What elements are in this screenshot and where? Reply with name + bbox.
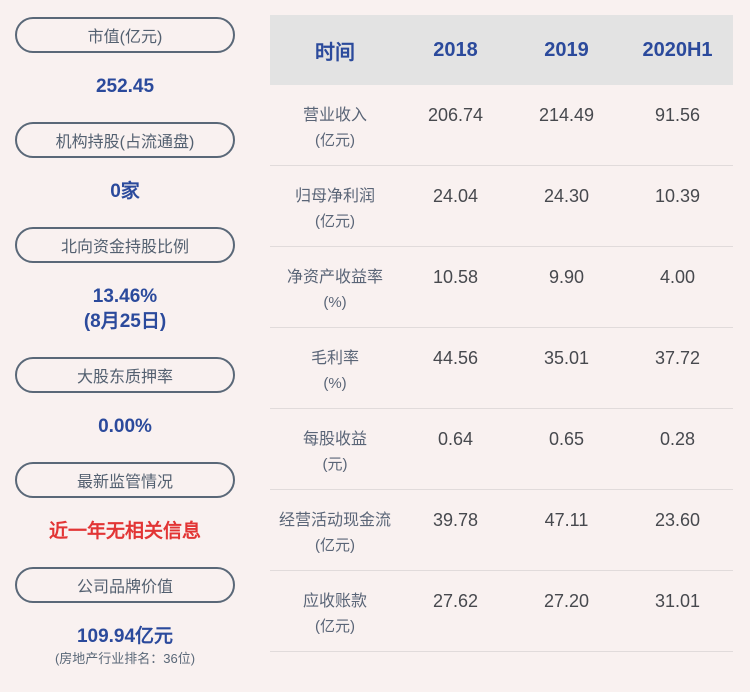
- stat-label: 市值(亿元): [87, 29, 163, 46]
- cell-value: 23.60: [654, 510, 701, 530]
- stat-pill-regulatory-status: 最新监管情况: [15, 462, 235, 498]
- row-unit: (%): [323, 294, 347, 311]
- row-label: 净资产收益率: [286, 269, 383, 286]
- cell-value: 91.56: [654, 105, 701, 125]
- row-unit: (%): [323, 375, 347, 392]
- row-label: 毛利率: [310, 350, 359, 367]
- table-row-eps: 每股收益 (元) 0.64 0.65 0.28: [270, 409, 733, 490]
- cell-value: 10.58: [432, 267, 479, 287]
- stat-pill-institutional-holdings: 机构持股(占流通盘): [15, 122, 235, 158]
- row-label: 归母净利润: [294, 188, 375, 205]
- stat-label: 大股东质押率: [76, 369, 173, 386]
- table-header-2019: 2019: [544, 38, 589, 61]
- row-unit: (亿元): [315, 132, 355, 149]
- stat-value: 0.00%: [98, 416, 152, 437]
- stat-value: 252.45: [95, 76, 155, 97]
- cell-value: 24.04: [432, 186, 479, 206]
- cell-value: 206.74: [427, 105, 484, 125]
- stat-value: 0家: [110, 181, 140, 202]
- stat-label: 机构持股(占流通盘): [55, 134, 195, 151]
- table-row-revenue: 营业收入 (亿元) 206.74 214.49 91.56: [270, 85, 733, 166]
- stat-value: 109.94亿元: [76, 626, 174, 647]
- cell-value: 31.01: [654, 591, 701, 611]
- stat-northbound-holdings: 北向资金持股比例 13.46% (8月25日): [15, 227, 235, 334]
- table-row-net-profit: 归母净利润 (亿元) 24.04 24.30 10.39: [270, 166, 733, 247]
- cell-value: 47.11: [544, 510, 589, 530]
- table-header-2018: 2018: [433, 38, 478, 61]
- cell-value: 37.72: [654, 348, 701, 368]
- cell-value: 35.01: [543, 348, 590, 368]
- cell-value: 27.20: [543, 591, 590, 611]
- cell-value: 0.65: [548, 429, 585, 449]
- stat-label: 最新监管情况: [76, 474, 173, 491]
- stats-sidebar: 市值(亿元) 252.45 机构持股(占流通盘) 0家 北向资金持股比例 13.…: [15, 17, 235, 692]
- table-row-accounts-receivable: 应收账款 (亿元) 27.62 27.20 31.01: [270, 571, 733, 652]
- table-header-row: 时间 2018 2019 2020H1: [270, 15, 733, 85]
- row-unit: (亿元): [315, 537, 355, 554]
- cell-value: 4.00: [659, 267, 696, 287]
- row-label: 经营活动现金流: [278, 512, 391, 529]
- stat-pill-shareholder-pledge: 大股东质押率: [15, 357, 235, 393]
- row-unit: (元): [322, 456, 348, 473]
- row-label: 每股收益: [302, 431, 367, 448]
- table-row-gross-margin: 毛利率 (%) 44.56 35.01 37.72: [270, 328, 733, 409]
- stat-subvalue-industry-rank: (房地产行业排名：36位): [54, 651, 196, 666]
- table-row-operating-cash-flow: 经营活动现金流 (亿元) 39.78 47.11 23.60: [270, 490, 733, 571]
- cell-value: 214.49: [538, 105, 595, 125]
- cell-value: 44.56: [432, 348, 479, 368]
- stat-brand-value: 公司品牌价值 109.94亿元 (房地产行业排名：36位): [15, 567, 235, 669]
- cell-value: 27.62: [432, 591, 479, 611]
- row-label: 应收账款: [302, 593, 367, 610]
- stat-value-alert: 近一年无相关信息: [48, 521, 201, 542]
- table-header-time: 时间: [315, 41, 355, 64]
- stat-label: 公司品牌价值: [76, 579, 173, 596]
- stat-value-date: (8月25日): [83, 311, 167, 332]
- row-unit: (亿元): [315, 618, 355, 635]
- stat-shareholder-pledge: 大股东质押率 0.00%: [15, 357, 235, 439]
- stat-value: 13.46%: [92, 286, 158, 307]
- cell-value: 0.28: [659, 429, 696, 449]
- cell-value: 0.64: [437, 429, 474, 449]
- stat-label: 北向资金持股比例: [60, 239, 189, 256]
- table-header-2020h1: 2020H1: [642, 38, 713, 61]
- cell-value: 9.90: [548, 267, 585, 287]
- stat-pill-brand-value: 公司品牌价值: [15, 567, 235, 603]
- cell-value: 39.78: [432, 510, 479, 530]
- table-row-roe: 净资产收益率 (%) 10.58 9.90 4.00: [270, 247, 733, 328]
- stat-regulatory-status: 最新监管情况 近一年无相关信息: [15, 462, 235, 544]
- financials-table: 时间 2018 2019 2020H1 营业收入 (亿元) 206.74 214…: [270, 15, 733, 652]
- row-unit: (亿元): [315, 213, 355, 230]
- cell-value: 10.39: [654, 186, 701, 206]
- cell-value: 24.30: [543, 186, 590, 206]
- stat-institutional-holdings: 机构持股(占流通盘) 0家: [15, 122, 235, 204]
- stat-market-cap: 市值(亿元) 252.45: [15, 17, 235, 99]
- stat-pill-market-cap: 市值(亿元): [15, 17, 235, 53]
- stat-pill-northbound-holdings: 北向资金持股比例: [15, 227, 235, 263]
- row-label: 营业收入: [302, 107, 367, 124]
